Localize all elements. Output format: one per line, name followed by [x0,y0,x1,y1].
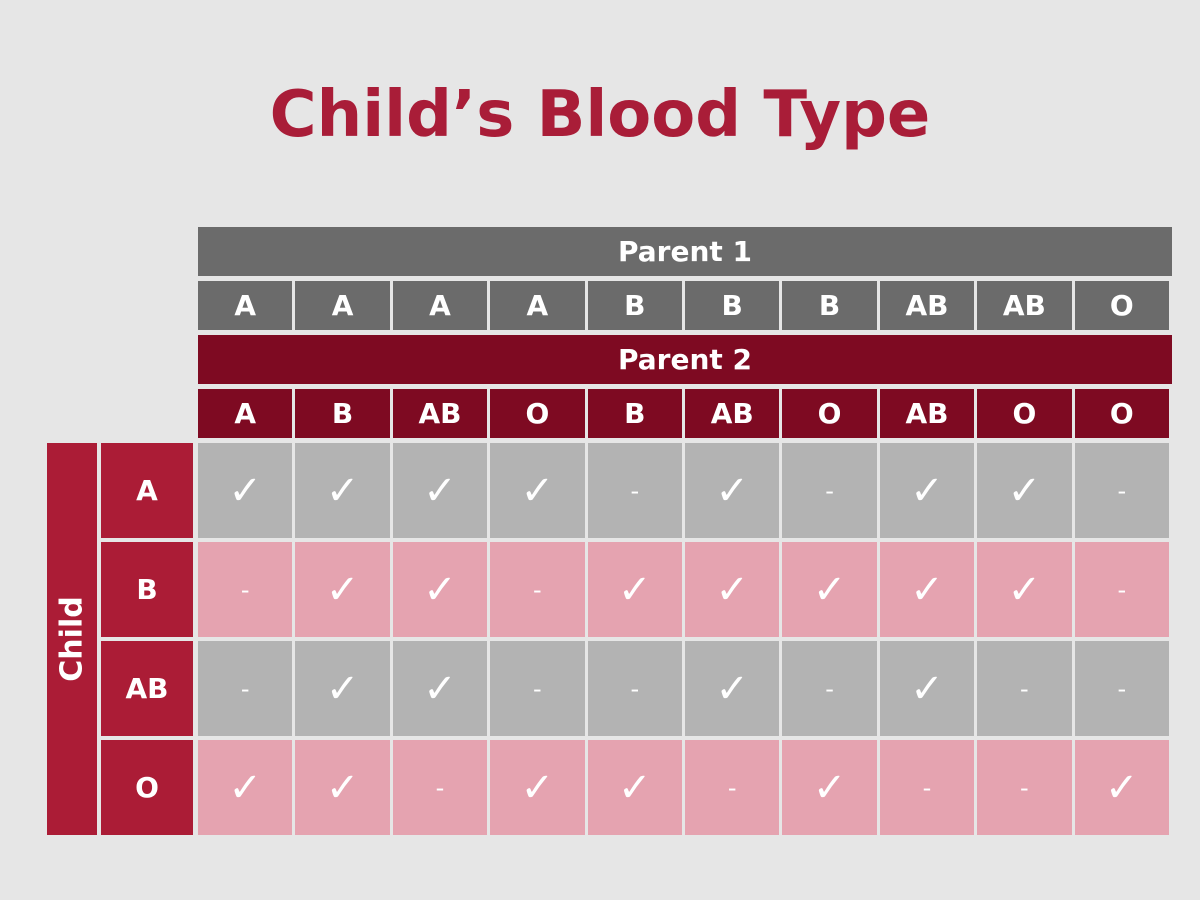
compat-cell: ✓ [392,542,488,637]
child-type: AB [101,641,193,736]
compat-cell: - [490,542,585,637]
compat-cell: - [198,542,293,637]
compat-cell: ✓ [782,740,877,835]
child-type: A [101,443,193,538]
parent1-type: O [1074,281,1169,330]
parent2-type: A [198,389,293,438]
parent1-type: AB [879,281,975,330]
compat-cell: ✓ [490,740,585,835]
compat-cell: ✓ [295,641,390,736]
compat-cell: ✓ [392,443,488,538]
compat-cell: - [977,740,1072,835]
compat-cell: - [1074,641,1169,736]
parent2-type: AB [879,389,975,438]
compat-cell: - [685,740,780,835]
compat-cell: ✓ [392,641,488,736]
parent1-type: A [490,281,585,330]
compat-cell: - [782,641,877,736]
compat-cell: ✓ [685,443,780,538]
compat-cell: - [782,443,877,538]
compat-cell: - [490,641,585,736]
compat-cell: - [392,740,488,835]
compat-cell: ✓ [879,641,975,736]
compat-cell: ✓ [685,542,780,637]
child-header: Child [54,596,90,682]
compat-cell: ✓ [977,542,1072,637]
compat-cell: ✓ [587,740,682,835]
compat-cell: - [879,740,975,835]
parent1-type: B [782,281,877,330]
compat-cell: - [587,641,682,736]
compat-cell: - [1074,542,1169,637]
parent2-header: Parent 2 [198,335,1172,384]
compat-cell: ✓ [295,542,390,637]
compat-cell: ✓ [295,740,390,835]
child-type: O [101,740,193,835]
compat-cell: ✓ [879,542,975,637]
compat-cell: - [587,443,682,538]
child-type: B [101,542,193,637]
compat-cell: ✓ [1074,740,1169,835]
parent1-type: A [392,281,488,330]
compat-cell: - [1074,443,1169,538]
compat-cell: ✓ [198,443,293,538]
compat-cell: ✓ [977,443,1072,538]
compat-cell: ✓ [782,542,877,637]
parent1-header: Parent 1 [198,227,1172,276]
compat-cell: ✓ [685,641,780,736]
parent2-type: B [587,389,682,438]
compat-cell: ✓ [587,542,682,637]
compat-cell: ✓ [490,443,585,538]
child-header-box: Child [47,443,97,835]
parent1-type: AB [977,281,1072,330]
parent2-type: O [977,389,1072,438]
title: Child’s Blood Type [269,78,931,152]
parent1-type: B [685,281,780,330]
compat-cell: ✓ [198,740,293,835]
parent1-type: A [198,281,293,330]
parent2-type: AB [392,389,488,438]
compat-cell: ✓ [879,443,975,538]
parent1-type: B [587,281,682,330]
parent2-type: O [782,389,877,438]
compat-cell: - [198,641,293,736]
compat-cell: - [977,641,1072,736]
compat-cell: ✓ [295,443,390,538]
parent1-type: A [295,281,390,330]
parent2-type: O [1074,389,1169,438]
parent2-type: AB [685,389,780,438]
parent2-type: O [490,389,585,438]
parent2-type: B [295,389,390,438]
